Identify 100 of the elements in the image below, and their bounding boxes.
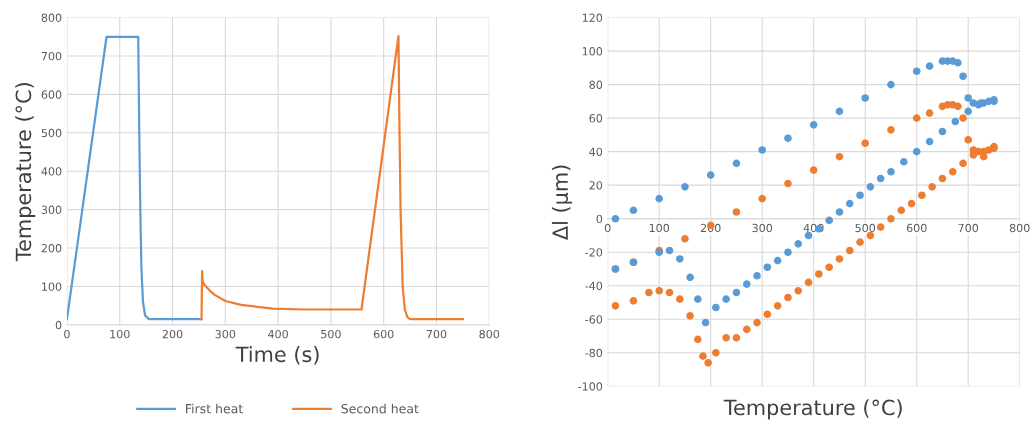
point (907, 199, 916, 208)
y-tick-label: 300 (41, 205, 62, 214)
point (732, 159, 741, 168)
point (900, 157, 908, 166)
y-tick-label: -20 (585, 248, 603, 257)
point (763, 263, 772, 272)
point (912, 67, 921, 75)
y-tick-label: 20 (589, 181, 603, 190)
x-tick-label: 300 (215, 329, 236, 339)
y-tick-label: -60 (585, 315, 603, 324)
point (835, 255, 844, 263)
x-tick-label: 500 (321, 329, 341, 339)
line-series (200, 34, 464, 321)
point (809, 166, 818, 174)
point (954, 102, 962, 111)
point (825, 263, 833, 272)
point (912, 147, 921, 156)
point (887, 126, 895, 134)
point (758, 146, 766, 154)
point (959, 72, 967, 81)
point (964, 107, 972, 116)
point (694, 335, 702, 344)
point (845, 246, 854, 255)
legend-label: Second heat (341, 403, 419, 414)
point (959, 114, 967, 122)
y-tick-label: 500 (41, 128, 62, 138)
x-tick-label: 700 (426, 329, 447, 339)
point (784, 179, 792, 188)
line-series (66, 35, 203, 321)
y-tick-label: 0 (596, 214, 603, 224)
point (912, 114, 921, 122)
y-tick-label: 100 (582, 47, 603, 56)
point (655, 286, 663, 295)
y-tick-label: 80 (589, 80, 603, 89)
y-tick-label: -100 (578, 382, 603, 391)
point (706, 171, 715, 179)
legend-label: First heat (186, 403, 243, 414)
point (964, 136, 972, 144)
point (676, 295, 684, 303)
point (969, 151, 978, 159)
y-tick-label: -40 (585, 281, 603, 291)
point (897, 206, 906, 215)
point (809, 121, 818, 129)
point (629, 206, 638, 215)
point (645, 288, 653, 297)
point (784, 293, 792, 302)
point (742, 280, 751, 288)
y-axis-title: Temperature (°C) (15, 83, 36, 262)
point (938, 127, 947, 136)
point (681, 183, 689, 191)
point (876, 223, 885, 231)
point (732, 208, 741, 216)
y-tick-label: 0 (55, 320, 62, 330)
y-tick-label: 60 (589, 114, 603, 123)
point (964, 94, 972, 102)
x-tick-label: 600 (906, 223, 927, 233)
point (681, 235, 689, 243)
x-tick-label: 500 (855, 223, 876, 233)
y-tick-label: 120 (582, 13, 603, 22)
x-axis-title: Time (s) (235, 346, 319, 365)
y-tick-label: 200 (41, 244, 62, 253)
x-tick-label: 800 (479, 329, 500, 339)
y-tick-label: 700 (41, 51, 62, 61)
point (686, 273, 694, 282)
point (629, 297, 638, 305)
point (887, 214, 895, 223)
point (959, 159, 967, 168)
point (784, 134, 792, 143)
x-axis-title: Temperature (°C) (723, 399, 902, 420)
x-tick-label: 400 (268, 329, 288, 339)
point (835, 152, 844, 161)
point (835, 208, 844, 216)
point (804, 278, 813, 287)
point (815, 270, 823, 278)
point (753, 271, 761, 280)
point (866, 183, 875, 191)
point (704, 359, 712, 367)
x-tick-label: 100 (649, 223, 670, 233)
point (732, 333, 741, 342)
x-tick-label: 0 (64, 329, 70, 339)
point (825, 216, 833, 225)
point (676, 255, 684, 263)
point (686, 312, 694, 320)
point (722, 333, 730, 342)
x-tick-label: 800 (1009, 223, 1030, 233)
point (835, 107, 844, 116)
point (928, 183, 936, 191)
point (954, 59, 962, 67)
point (784, 248, 792, 257)
point (763, 310, 772, 319)
y-tick-label: 800 (41, 13, 62, 22)
point (732, 288, 741, 297)
point (753, 318, 761, 327)
point (925, 109, 934, 117)
point (712, 348, 720, 357)
point (611, 302, 620, 310)
y-tick-label: 400 (41, 167, 62, 176)
point (856, 191, 864, 200)
point (861, 94, 869, 102)
point (773, 256, 782, 265)
